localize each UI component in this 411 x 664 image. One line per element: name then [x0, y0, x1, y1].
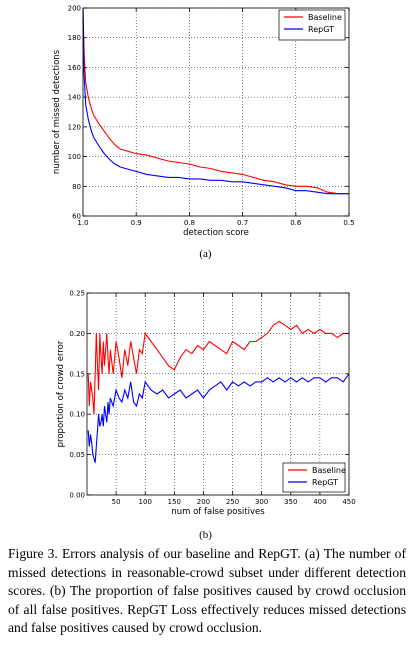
y-tick-label: 160: [68, 64, 81, 72]
series-line-repgt: [82, 7, 349, 195]
x-tick-label: 300: [255, 498, 268, 506]
x-tick-label: 0.6: [290, 219, 302, 227]
plot-frame: [82, 7, 350, 217]
x-tick-label: 0.9: [131, 219, 142, 227]
legend-label-baseline: Baseline: [308, 13, 342, 22]
legend-box: [282, 462, 346, 493]
x-axis-label: detection score: [183, 228, 249, 238]
subfigure-label-a: (a): [199, 248, 212, 260]
x-tick-label: 0.5: [343, 219, 354, 227]
x-tick-label: 150: [168, 498, 181, 506]
y-tick-label: 0.05: [69, 451, 85, 459]
chart-missed-detections: 1.0 0.9 0.8 0.7 0.6 0.5 60 80 100 120 140 160 180 200…: [52, 5, 355, 239]
plot-frame: [86, 292, 350, 496]
legend-label-baseline: Baseline: [312, 466, 346, 475]
y-tick-label: 0.20: [69, 330, 85, 338]
y-axis-label: number of missed detections: [52, 49, 62, 174]
legend-box: [278, 9, 346, 41]
figure-b: 50 100 150 200 250 300 350 400 450 0.00 0.05 0.10 0.…: [0, 283, 411, 545]
subfigure-label-b: (b): [199, 529, 212, 541]
series-line-baseline: [82, 7, 349, 195]
y-tick-label: 0.10: [69, 411, 85, 419]
y-axis-label: proportion of crowd error: [56, 340, 66, 447]
y-tick-label: 0.15: [69, 370, 85, 378]
legend-label-repgt: RepGT: [312, 478, 338, 487]
x-tick-label: 100: [139, 498, 152, 506]
x-tick-label: 400: [313, 498, 326, 506]
series-line-baseline: [87, 320, 349, 415]
x-tick-label: 50: [112, 498, 121, 506]
x-tick-label: 0.7: [237, 219, 248, 227]
y-tick-label: 100: [68, 153, 81, 161]
figure-a: 1.0 0.9 0.8 0.7 0.6 0.5 60 80 100 120 140 160 180 200…: [0, 0, 411, 262]
series-line-repgt: [87, 373, 350, 463]
y-tick-label: 0.25: [69, 290, 85, 298]
x-tick-label: 350: [284, 498, 297, 506]
y-tick-label: 140: [68, 94, 81, 102]
y-tick-label: 180: [68, 34, 81, 42]
y-tick-label: 0.00: [69, 492, 85, 500]
chart-crowd-error: 50 100 150 200 250 300 350 400 450 0.00 0.05 0.10 0.…: [56, 290, 356, 518]
figure-caption: Figure 3. Errors analysis of our baselin…: [8, 546, 406, 636]
x-tick-label: 250: [226, 498, 239, 506]
x-tick-label: 0.8: [184, 219, 195, 227]
x-axis-label: num of false positives: [171, 507, 265, 517]
y-tick-label: 200: [68, 5, 81, 13]
y-tick-label: 120: [68, 123, 81, 131]
x-tick-label: 200: [197, 498, 210, 506]
x-tick-label: 1.0: [77, 219, 88, 227]
legend-label-repgt: RepGT: [308, 25, 334, 34]
y-tick-label: 80: [72, 183, 81, 191]
x-tick-label: 450: [342, 498, 355, 506]
y-tick-label: 60: [72, 213, 81, 221]
